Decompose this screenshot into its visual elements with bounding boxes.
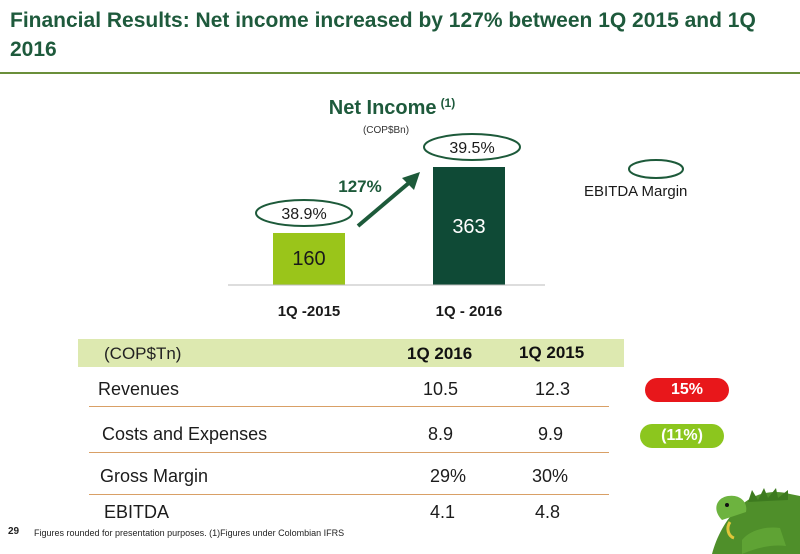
row-label-costs: Costs and Expenses [102,424,268,444]
growth-arrow-icon [356,180,412,228]
ebitda-margin-label-0: 38.9% [281,206,326,223]
ebitda-1q2015: 4.8 [535,502,561,522]
x-tick-label-0: 1Q -2015 [278,303,341,320]
row-label-ebitda: EBITDA [104,502,170,522]
footnote: Figures rounded for presentation purpose… [34,528,345,538]
bar-value-label-0: 160 [292,248,325,270]
revenues-1q2015: 12.3 [535,379,571,399]
x-tick-label-1: 1Q - 2016 [436,303,503,320]
slide-title: Financial Results: Net income increased … [10,9,756,61]
table-header-bar [78,339,624,367]
ebitda-1q2016: 4.1 [430,502,456,522]
chart-title: Net Income (1) [329,96,455,119]
bar-0 [273,232,345,285]
row-divider [89,494,609,495]
revenues-1q2016: 10.5 [423,379,459,399]
title-divider [0,72,800,74]
legend-ellipse-icon [628,159,684,179]
ebitda-margin-ellipse-1 [423,133,521,161]
ebitda-margin-ellipse-0 [255,198,353,227]
table-unit-label: (COP$Tn) [104,344,182,363]
chart-subtitle: (COP$Bn) [363,125,409,136]
gross-margin-1q2015: 30% [532,466,569,486]
table-column-1q2015: 1Q 2015 [519,343,585,362]
costs-change-badge: (11%) [640,424,724,448]
table-column-1q2016: 1Q 2016 [407,344,473,363]
row-label-gross-margin: Gross Margin [100,466,209,486]
gross-margin-1q2016: 29% [430,466,467,486]
page-number: 29 [8,526,20,537]
costs-1q2016: 8.9 [428,424,454,444]
bar-1 [433,167,505,285]
growth-label: 127% [338,177,381,196]
chart-title-superscript: (1) [441,96,456,110]
growth-arrow-head-icon [402,172,420,190]
row-divider [89,406,609,407]
legend-label: EBITDA Margin [584,183,687,200]
row-divider [89,452,609,453]
ebitda-margin-label-1: 39.5% [449,140,494,157]
chart-title-text: Net Income [329,97,437,119]
row-label-revenues: Revenues [98,379,180,399]
costs-1q2015: 9.9 [538,424,564,444]
revenues-change-badge: 15% [645,378,729,402]
bar-value-label-1: 363 [452,216,485,238]
